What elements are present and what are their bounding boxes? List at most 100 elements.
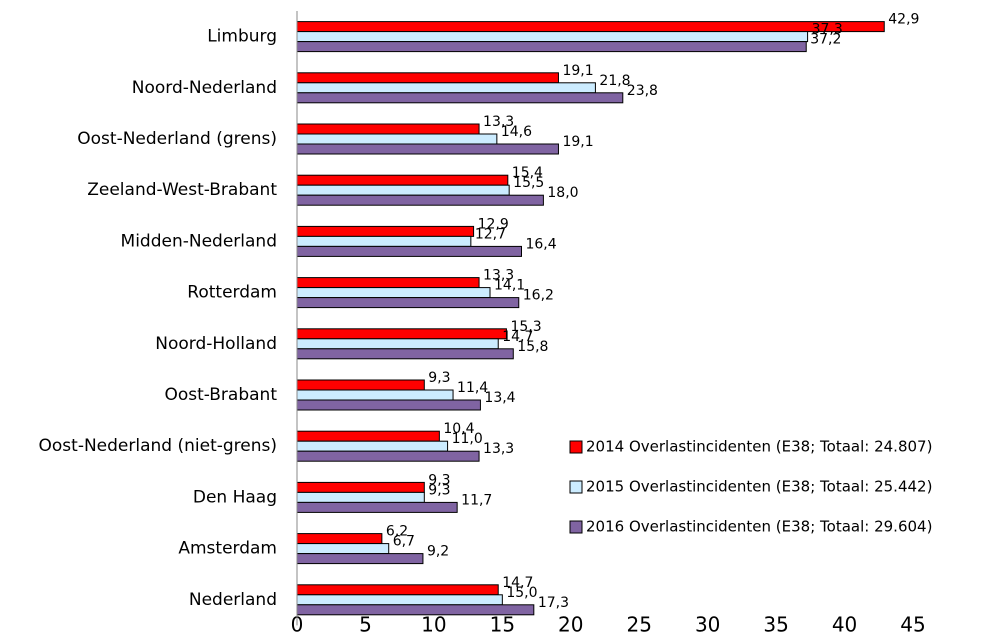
bar [296, 501, 458, 513]
value-label: 15,0 [506, 585, 537, 601]
value-label: 15,8 [517, 339, 548, 355]
value-label: 9,3 [428, 482, 450, 498]
value-label: 9,2 [427, 544, 449, 560]
bar [296, 440, 449, 452]
value-label: 21,8 [599, 73, 630, 89]
x-tick-label: 45 [900, 613, 925, 637]
value-label: 11,7 [461, 492, 492, 508]
y-tick-label: Oost-Nederland (niet-grens) [39, 436, 277, 456]
bar [296, 82, 596, 94]
value-label: 14,6 [501, 124, 532, 140]
value-label: 15,3 [510, 319, 541, 335]
legend-label: 2016 Overlastincidenten (E38; Totaal: 29… [586, 518, 932, 536]
value-label: 13,3 [483, 441, 514, 457]
bar [296, 41, 807, 53]
value-label: 13,3 [483, 114, 514, 130]
value-label: 13,3 [483, 268, 514, 284]
bar [296, 533, 383, 545]
x-tick-label: 20 [558, 613, 583, 637]
bar [296, 235, 472, 247]
bar [296, 225, 475, 237]
bar [296, 174, 509, 186]
y-tick-label: Amsterdam [178, 539, 277, 559]
value-label: 11,4 [457, 380, 488, 396]
bar [296, 399, 481, 411]
value-label: 42,9 [888, 12, 919, 28]
x-tick-label: 25 [626, 613, 651, 637]
legend-label: 2014 Overlastincidenten (E38; Totaal: 24… [586, 438, 932, 456]
y-tick-label: Den Haag [193, 487, 277, 507]
legend-label: 2015 Overlastincidenten (E38; Totaal: 25… [586, 478, 932, 496]
bar [296, 389, 454, 401]
value-label: 37,2 [810, 32, 841, 48]
bar [296, 287, 491, 299]
bar [296, 348, 514, 360]
value-label: 16,2 [523, 288, 554, 304]
bar [296, 31, 809, 43]
bar [296, 245, 522, 257]
y-tick-label: Noord-Holland [155, 334, 277, 354]
bar [296, 553, 424, 565]
value-label: 10,4 [443, 421, 474, 437]
bar [296, 604, 535, 616]
bar [296, 379, 425, 391]
bar [296, 338, 499, 350]
x-tick-label: 40 [832, 613, 857, 637]
value-label: 16,4 [525, 236, 556, 252]
value-label: 6,2 [386, 524, 408, 540]
y-tick-label: Nederland [189, 590, 277, 610]
bar [296, 297, 520, 309]
bar [296, 194, 544, 206]
bar [296, 133, 498, 145]
value-label: 15,4 [512, 165, 543, 181]
bar [296, 594, 503, 606]
y-tick-label: Midden-Nederland [121, 231, 277, 251]
value-label: 14,7 [502, 329, 533, 345]
value-label: 12,9 [478, 216, 509, 232]
bar [296, 430, 440, 442]
value-label: 17,3 [538, 595, 569, 611]
value-label: 12,7 [475, 226, 506, 242]
value-label: 18,0 [547, 185, 578, 201]
y-tick-label: Oost-Brabant [164, 385, 277, 405]
y-tick-label: Zeeland-West-Brabant [87, 180, 277, 200]
x-tick-label: 10 [421, 613, 446, 637]
value-label: 14,1 [494, 278, 525, 294]
y-tick-label: Rotterdam [187, 283, 277, 303]
bar [296, 491, 425, 503]
value-label: 9,3 [428, 370, 450, 386]
x-tick-label: 15 [490, 613, 515, 637]
bar [296, 92, 624, 104]
value-label: 19,1 [562, 63, 593, 79]
bar [296, 543, 390, 555]
value-label: 15,5 [513, 175, 544, 191]
bar [296, 143, 559, 155]
value-label: 6,7 [393, 534, 415, 550]
value-label: 9,3 [428, 472, 450, 488]
bar [296, 277, 480, 289]
bar [296, 123, 480, 135]
y-tick-label: Limburg [207, 27, 277, 47]
legend-marker [569, 480, 583, 494]
value-label: 19,1 [562, 134, 593, 150]
x-tick-label: 30 [695, 613, 720, 637]
value-label: 11,0 [452, 431, 483, 447]
x-tick-label: 5 [359, 613, 372, 637]
bar [296, 21, 885, 33]
bar [296, 481, 425, 493]
bar [296, 184, 510, 196]
legend-marker [569, 440, 583, 454]
value-label: 37,3 [812, 22, 843, 38]
value-label: 14,7 [502, 575, 533, 591]
bar [296, 72, 559, 84]
value-label: 23,8 [627, 83, 658, 99]
legend-marker [569, 520, 583, 534]
bar [296, 584, 499, 596]
bar [296, 450, 480, 462]
value-label: 13,4 [484, 390, 515, 406]
y-tick-label: Oost-Nederland (grens) [77, 129, 277, 149]
y-tick-label: Noord-Nederland [132, 78, 277, 98]
x-tick-label: 35 [763, 613, 788, 637]
bar [296, 328, 507, 340]
